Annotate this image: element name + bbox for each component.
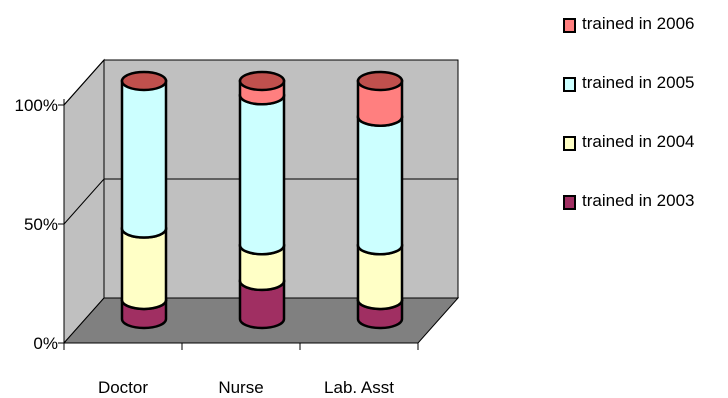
legend-label: trained in 2003 <box>582 191 695 210</box>
bar-segment <box>356 79 404 127</box>
bar-segment <box>356 115 404 256</box>
chart-bars <box>120 70 404 330</box>
chart-axes: 0% 50% 100% Doctor Nurse Lab. Asst <box>15 96 419 397</box>
bar-body <box>356 115 404 256</box>
bar-segment <box>120 79 168 239</box>
legend-swatch <box>563 136 576 151</box>
bar-segment <box>120 227 168 311</box>
x-tick-label: Doctor <box>98 378 148 397</box>
y-tick-label: 0% <box>33 334 58 353</box>
legend-swatch <box>563 18 576 33</box>
bar-top-cap <box>356 70 404 92</box>
bar-segment <box>238 94 286 256</box>
bar-body <box>120 227 168 311</box>
y-tick-label: 50% <box>24 215 58 234</box>
bar-body <box>356 79 404 127</box>
y-tick-label: 100% <box>15 96 58 115</box>
legend-label: trained in 2004 <box>582 132 695 151</box>
bar-body <box>238 94 286 256</box>
gridline <box>63 178 458 225</box>
bar-body <box>120 79 168 239</box>
legend-swatch <box>563 77 576 92</box>
bar-body <box>238 243 286 292</box>
bar-body <box>356 243 404 311</box>
x-tick-label: Nurse <box>218 378 263 397</box>
legend-swatch <box>563 195 576 210</box>
x-tick-label: Lab. Asst <box>324 378 394 397</box>
bar-body <box>238 279 286 330</box>
legend-label: trained in 2005 <box>582 73 695 92</box>
bar-top-cap <box>238 70 286 92</box>
bar-top-cap <box>120 70 168 92</box>
legend-label: trained in 2006 <box>582 14 695 33</box>
gridline <box>63 59 458 106</box>
